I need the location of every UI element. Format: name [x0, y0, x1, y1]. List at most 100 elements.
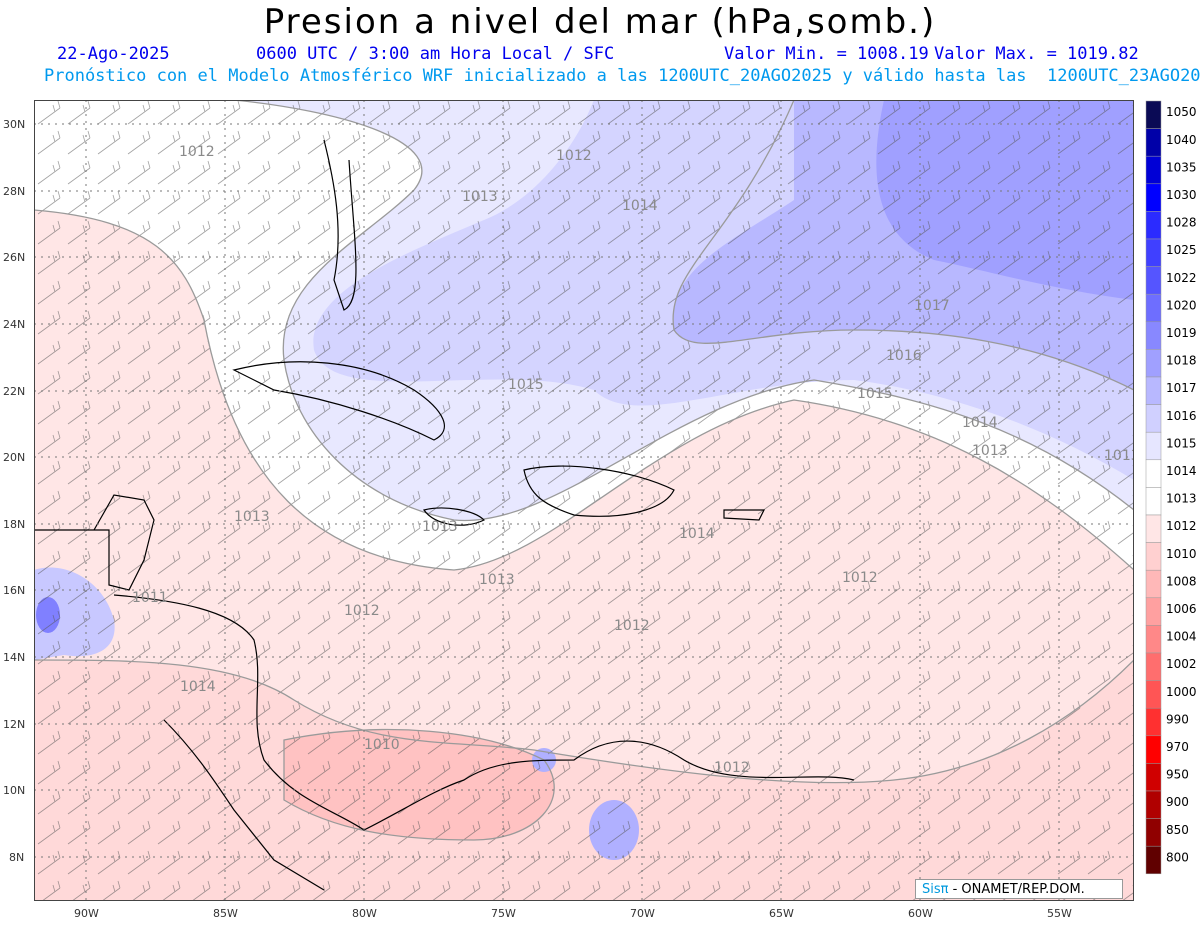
colorbar-label: 970	[1166, 740, 1189, 754]
isobars	[34, 100, 1134, 841]
colorbar-swatch	[1145, 238, 1162, 267]
colorbar-label: 1018	[1166, 354, 1197, 368]
lat-label: 12N	[3, 718, 25, 731]
contour-label: 1014	[622, 198, 658, 214]
colorbar-swatch	[1145, 183, 1162, 212]
contour-label: 1014	[180, 679, 216, 695]
pressure-shading	[34, 100, 1134, 901]
colorbar-label: 850	[1166, 823, 1189, 837]
colorbar-swatch	[1145, 155, 1162, 185]
contour-label: 1011	[132, 590, 168, 606]
colorbar-label: 1050	[1166, 105, 1197, 119]
colorbar-swatch	[1145, 211, 1162, 240]
max-value: Valor Max. = 1019.82	[934, 44, 1139, 64]
colorbar-swatch	[1145, 569, 1162, 599]
contour-label: 1013	[462, 189, 498, 205]
lat-label: 18N	[3, 518, 25, 531]
lon-label: 75W	[491, 907, 516, 920]
lat-label: 30N	[3, 118, 25, 131]
lon-label: 60W	[908, 907, 933, 920]
lat-label: 16N	[3, 584, 25, 597]
colorbar-label: 1012	[1166, 519, 1197, 533]
colorbar-label: 1008	[1166, 574, 1197, 588]
credit-text: - ONAMET/REP.DOM.	[952, 882, 1085, 897]
colorbar-swatch	[1145, 845, 1162, 875]
colorbar-label: 1030	[1166, 188, 1197, 202]
forecast-date: 22-Ago-2025	[57, 44, 170, 64]
lon-label: 85W	[213, 907, 238, 920]
colorbar-swatch	[1145, 652, 1162, 681]
colorbar-label: 1000	[1166, 685, 1197, 699]
contour-label: 1010	[364, 737, 400, 753]
coastlines	[34, 139, 855, 891]
lat-label: 8N	[9, 851, 24, 864]
colorbar-swatch	[1145, 431, 1162, 461]
colorbar-label: 1025	[1166, 243, 1197, 257]
colorbar-swatch	[1145, 735, 1162, 764]
contour-label: 1012	[842, 570, 878, 586]
lon-label: 70W	[630, 907, 655, 920]
colorbar-swatch	[1145, 459, 1162, 488]
colorbar-label: 990	[1166, 712, 1189, 726]
map-frame	[34, 100, 1134, 901]
colorbar-label: 950	[1166, 768, 1189, 782]
colorbar-label: 1040	[1166, 133, 1197, 147]
contour-label: 1012	[344, 603, 380, 619]
contour-label: 1012	[614, 618, 650, 634]
contour-label: 1014	[679, 526, 715, 542]
colorbar-swatch	[1145, 321, 1162, 350]
lon-label: 80W	[352, 907, 377, 920]
colorbar-label: 1016	[1166, 409, 1197, 423]
colorbar-label: 900	[1166, 795, 1189, 809]
colorbar-label: 800	[1166, 850, 1189, 864]
colorbar-label: 1017	[1166, 381, 1197, 395]
colorbar-label: 1013	[1166, 492, 1197, 506]
colorbar-swatch	[1145, 625, 1162, 654]
graticule	[34, 100, 1134, 901]
contour-label: 1013	[972, 443, 1008, 459]
colorbar-swatch	[1145, 266, 1162, 295]
model-subtitle: Pronóstico con el Modelo Atmosférico WRF…	[44, 66, 1200, 86]
lat-label: 24N	[3, 318, 25, 331]
forecast-time: 0600 UTC / 3:00 am Hora Local / SFC	[256, 44, 615, 64]
pressure-map: 1012 1012 1013 1014 1017 1016 1015 1015 …	[34, 100, 1134, 901]
colorbar-label: 1002	[1166, 657, 1197, 671]
lat-label: 22N	[3, 385, 25, 398]
contour-label: 1012	[556, 148, 592, 164]
contour-label: 1013	[479, 572, 515, 588]
min-value: Valor Min. = 1008.19	[724, 44, 929, 64]
contour-label: 1013	[1104, 448, 1134, 464]
map-title: Presion a nivel del mar (hPa,somb.)	[263, 2, 937, 42]
colorbar-swatch	[1145, 487, 1162, 516]
colorbar-swatch	[1145, 100, 1162, 129]
colorbar-label: 1004	[1166, 630, 1197, 644]
colorbar-label: 1015	[1166, 436, 1197, 450]
colorbar-swatch	[1145, 376, 1162, 405]
colorbar-swatch	[1145, 707, 1162, 737]
colorbar-label: 1028	[1166, 216, 1197, 230]
contour-label: 1015	[508, 377, 544, 393]
lat-label: 10N	[3, 784, 25, 797]
contour-labels: 1012 1012 1013 1014 1017 1016 1015 1015 …	[132, 144, 1134, 776]
colorbar-swatch	[1145, 542, 1162, 571]
colorbar-label: 1010	[1166, 547, 1197, 561]
colorbar-swatch	[1145, 818, 1162, 847]
colorbar-label: 1014	[1166, 464, 1197, 478]
contour-label: 1013	[422, 519, 458, 535]
lat-label: 28N	[3, 185, 25, 198]
colorbar-swatch	[1145, 790, 1162, 819]
colorbar-swatch	[1145, 680, 1162, 709]
lon-label: 90W	[74, 907, 99, 920]
colorbar: 1050 1040 1035 1030 1028 1025 1022 1020 1019 1018…	[1145, 100, 1197, 875]
colorbar-label: 1006	[1166, 602, 1197, 616]
lon-label: 55W	[1047, 907, 1072, 920]
lat-label: 26N	[3, 251, 25, 264]
sispi-logo: Sisπ	[922, 882, 949, 897]
colorbar-label: 1020	[1166, 298, 1197, 312]
colorbar-swatch	[1145, 293, 1162, 323]
colorbar-swatch	[1145, 514, 1162, 543]
lat-label: 14N	[3, 651, 25, 664]
colorbar-swatch	[1145, 404, 1162, 433]
contour-label: 1015	[857, 386, 893, 402]
colorbar-label: 1019	[1166, 326, 1197, 340]
